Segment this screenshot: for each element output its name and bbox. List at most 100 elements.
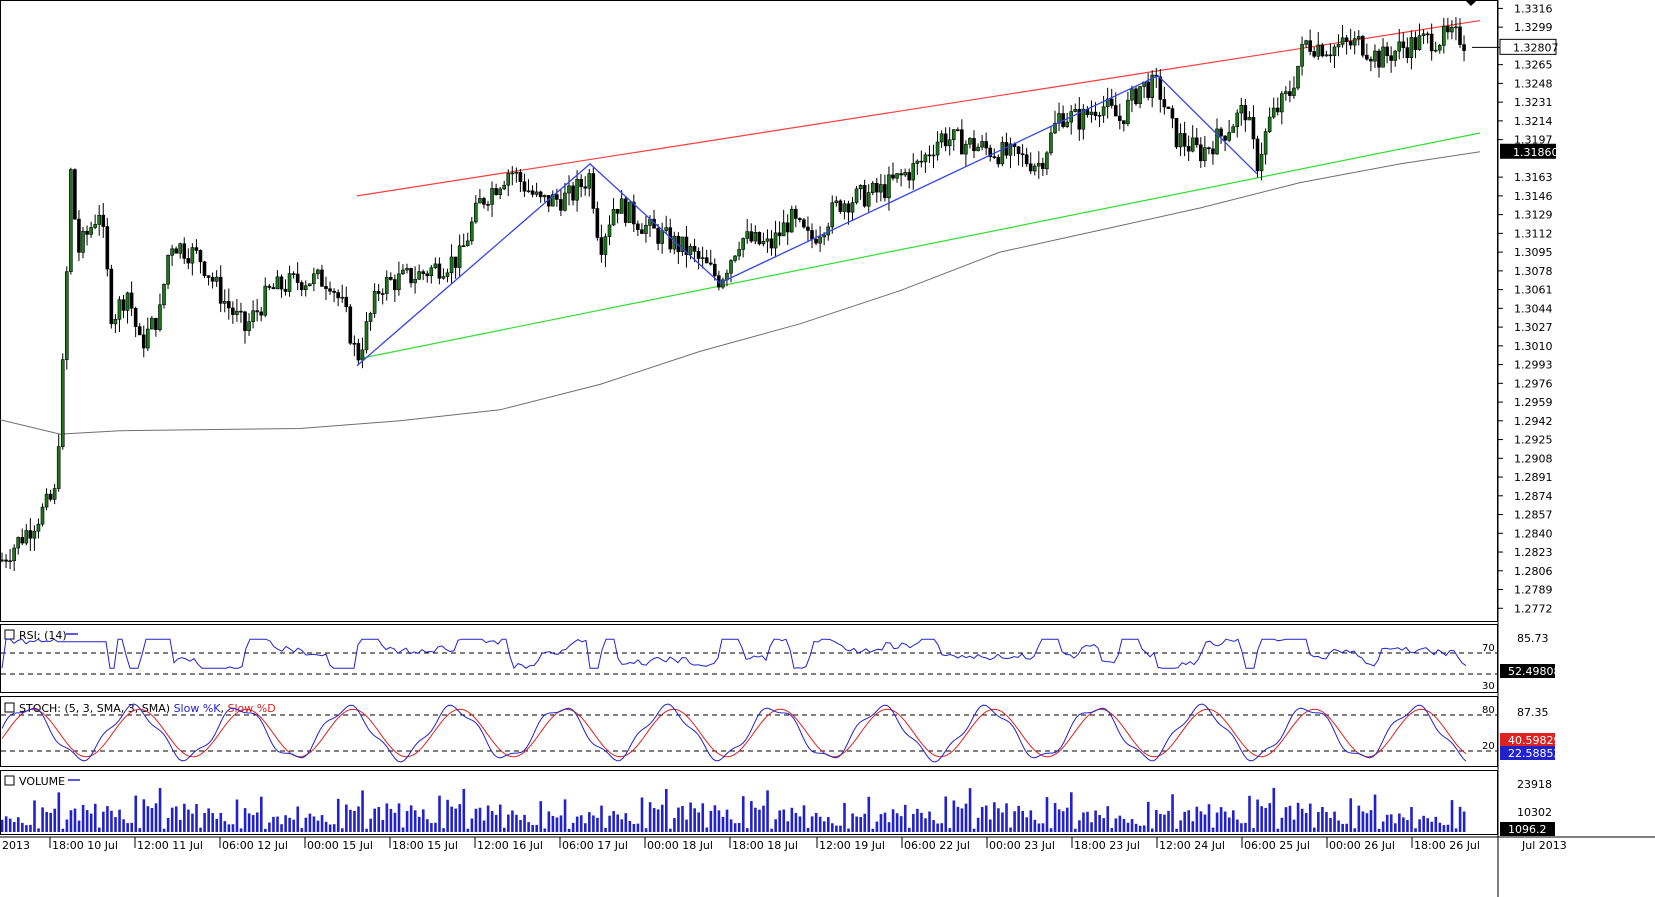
stoch-collapse-icon[interactable] bbox=[4, 702, 15, 713]
candle-body bbox=[429, 267, 434, 277]
candle-body bbox=[571, 185, 575, 201]
candle-body bbox=[708, 262, 713, 265]
volume-bar bbox=[235, 799, 239, 832]
candle-body bbox=[923, 154, 928, 163]
candle-body bbox=[1409, 37, 1414, 58]
price-tick-label: 1.2857 bbox=[1514, 509, 1553, 522]
volume-bar bbox=[345, 804, 348, 832]
volume-bar bbox=[1365, 813, 1369, 832]
candle-body bbox=[1130, 88, 1134, 101]
price-axis: 1.3316 1.3299 1.3265 1.3248 1.3231 1.3214 1.31… bbox=[1498, 2, 1553, 615]
candle-body bbox=[1162, 99, 1167, 108]
volume-bar bbox=[948, 828, 952, 832]
volume-bars bbox=[0, 787, 1466, 832]
volume-bar bbox=[369, 818, 372, 832]
volume-bar bbox=[53, 808, 57, 832]
candle-body bbox=[688, 245, 693, 255]
candle-body bbox=[1008, 143, 1013, 156]
volume-bar bbox=[895, 813, 899, 832]
volume-bar bbox=[1053, 803, 1057, 832]
volume-bar bbox=[733, 823, 737, 832]
volume-bar bbox=[170, 807, 174, 832]
volume-bar bbox=[928, 811, 931, 832]
candle-body bbox=[1369, 58, 1373, 62]
candle-body bbox=[275, 276, 280, 290]
volume-bar bbox=[519, 819, 522, 832]
rsi-collapse-icon[interactable] bbox=[4, 629, 15, 640]
candle-body bbox=[1223, 135, 1227, 141]
volume-bar bbox=[1215, 812, 1219, 832]
volume-bar bbox=[1349, 798, 1353, 832]
candle-body bbox=[814, 238, 818, 244]
volume-bar bbox=[1102, 818, 1105, 832]
candle-body bbox=[1320, 44, 1325, 57]
volume-bar bbox=[486, 805, 490, 832]
candle-body bbox=[332, 290, 336, 293]
candle-body bbox=[874, 182, 879, 193]
time-label: 2013 bbox=[2, 839, 30, 852]
price-tick-label: 1.2993 bbox=[1514, 359, 1553, 372]
candle-body bbox=[146, 328, 150, 349]
candle-body bbox=[227, 301, 231, 309]
rsi-current-tag bbox=[1500, 664, 1555, 678]
volume-bar bbox=[85, 810, 89, 832]
stoch-panel bbox=[0, 696, 1498, 767]
price-tick-label: 1.2925 bbox=[1514, 434, 1553, 447]
candle-body bbox=[741, 238, 745, 250]
stoch-k-tag bbox=[1500, 746, 1555, 760]
candle-body bbox=[271, 287, 276, 290]
volume-bar bbox=[721, 816, 725, 832]
volume-bar bbox=[231, 824, 235, 832]
price-tick-label: 1.2942 bbox=[1514, 415, 1553, 428]
candle-body bbox=[1296, 65, 1300, 89]
volume-bar bbox=[1001, 812, 1004, 832]
volume-bar bbox=[1005, 803, 1008, 832]
volume-bar bbox=[1361, 811, 1365, 832]
volume-bar bbox=[21, 822, 24, 832]
scroll-marker-icon[interactable] bbox=[1465, 0, 1477, 6]
stoch-k-line bbox=[1, 703, 1467, 763]
volume-bar bbox=[1296, 802, 1300, 832]
candle-body bbox=[587, 173, 592, 189]
volume-bar bbox=[1094, 810, 1097, 832]
candle-body bbox=[113, 319, 118, 325]
volume-collapse-icon[interactable] bbox=[4, 775, 15, 786]
volume-bar bbox=[1057, 809, 1061, 832]
candle-body bbox=[895, 173, 899, 179]
volume-bar bbox=[264, 828, 267, 832]
candle-body bbox=[846, 203, 851, 213]
volume-bar bbox=[12, 821, 16, 832]
candle-body bbox=[89, 227, 93, 235]
volume-bar bbox=[381, 819, 385, 832]
volume-bar bbox=[523, 814, 526, 832]
volume-bar bbox=[600, 805, 603, 832]
volume-bar bbox=[551, 815, 555, 832]
candle-body bbox=[336, 292, 340, 299]
candle-body bbox=[830, 202, 835, 228]
candle-body bbox=[20, 537, 25, 544]
price-tick-label: 1.3061 bbox=[1514, 284, 1553, 297]
candle-body bbox=[328, 288, 332, 292]
candle-body bbox=[48, 493, 53, 500]
price-tick-label: 1.3163 bbox=[1514, 171, 1553, 184]
candle-body bbox=[32, 530, 37, 539]
volume-bar bbox=[940, 823, 943, 832]
candle-body bbox=[1255, 138, 1260, 172]
candle-body bbox=[1247, 117, 1252, 121]
candle-body bbox=[1178, 133, 1183, 148]
volume-bar bbox=[628, 820, 632, 832]
stoch-d-tag bbox=[1500, 733, 1555, 747]
candle-body bbox=[1186, 146, 1191, 152]
candle-body bbox=[1433, 49, 1438, 52]
candle-body bbox=[1166, 106, 1171, 109]
volume-bar bbox=[251, 815, 255, 832]
volume-bar bbox=[332, 824, 336, 832]
candle-body bbox=[457, 245, 462, 268]
volume-bar bbox=[1272, 787, 1276, 832]
volume-bar bbox=[1260, 806, 1263, 832]
volume-bar bbox=[166, 817, 170, 832]
candle-body bbox=[166, 255, 170, 285]
candle-body bbox=[700, 257, 705, 259]
rsi-current-value: 52.49808 bbox=[1508, 665, 1561, 678]
volume-bar bbox=[1009, 827, 1012, 832]
